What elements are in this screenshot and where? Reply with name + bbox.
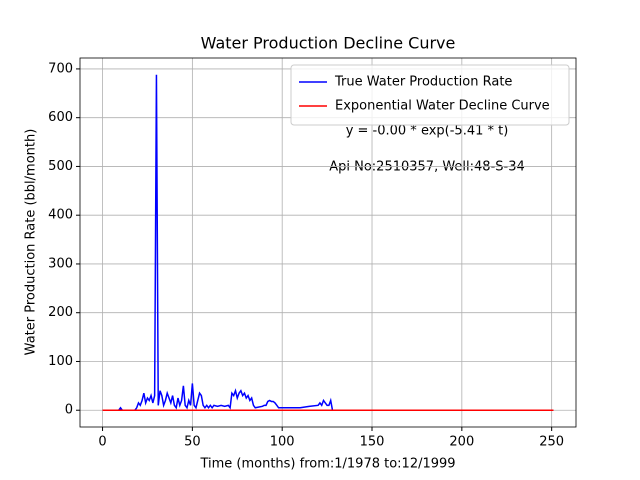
legend-label: True Water Production Rate — [334, 75, 512, 90]
y-tick-label: 400 — [48, 208, 73, 223]
y-tick-label: 600 — [48, 110, 73, 125]
x-tick-label: 0 — [98, 435, 106, 450]
x-tick-label: 250 — [539, 435, 564, 450]
x-tick-label: 100 — [270, 435, 295, 450]
chart-title: Water Production Decline Curve — [201, 34, 456, 53]
x-tick-label: 50 — [184, 435, 201, 450]
y-tick-label: 300 — [48, 256, 73, 271]
data-line — [102, 74, 554, 411]
y-tick-label: 200 — [48, 305, 73, 320]
y-tick-label: 0 — [65, 403, 73, 418]
y-tick-label: 100 — [48, 354, 73, 369]
y-axis-label: Water Production Rate (bbl/month) — [24, 129, 39, 356]
x-tick-label: 150 — [360, 435, 385, 450]
plot-frame — [79, 57, 577, 428]
legend-box — [290, 64, 570, 126]
legend-label: Exponential Water Decline Curve — [335, 99, 550, 114]
x-tick-label: 200 — [449, 435, 474, 450]
y-tick-label: 700 — [48, 61, 73, 76]
x-axis-label: Time (months) from:1/1978 to:12/1999 — [199, 457, 455, 472]
annotation: y = -0.00 * exp(-5.41 * t) — [346, 124, 509, 139]
y-tick-label: 500 — [48, 159, 73, 174]
annotation: Api No:2510357, Well:48-S-34 — [329, 160, 525, 175]
